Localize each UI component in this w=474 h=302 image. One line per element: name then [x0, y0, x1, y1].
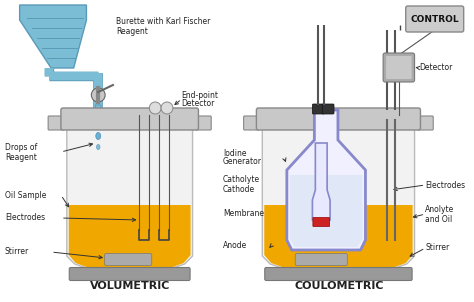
- FancyBboxPatch shape: [313, 217, 329, 226]
- Polygon shape: [287, 110, 365, 250]
- Polygon shape: [95, 105, 101, 128]
- FancyBboxPatch shape: [406, 6, 464, 32]
- Text: Iodine: Iodine: [223, 149, 246, 158]
- FancyBboxPatch shape: [48, 116, 64, 130]
- FancyBboxPatch shape: [265, 268, 412, 281]
- Polygon shape: [67, 115, 192, 268]
- FancyBboxPatch shape: [312, 104, 324, 114]
- Circle shape: [149, 102, 161, 114]
- FancyBboxPatch shape: [244, 116, 259, 130]
- FancyBboxPatch shape: [61, 108, 199, 130]
- Text: Detector: Detector: [182, 98, 215, 108]
- Text: Drops of: Drops of: [5, 143, 37, 153]
- Text: End-point: End-point: [182, 91, 219, 99]
- Polygon shape: [262, 115, 415, 268]
- Text: Stirrer: Stirrer: [425, 243, 450, 252]
- FancyBboxPatch shape: [256, 108, 420, 130]
- FancyBboxPatch shape: [295, 253, 347, 265]
- Text: VOLUMETRIC: VOLUMETRIC: [90, 281, 170, 291]
- Text: Anode: Anode: [223, 240, 247, 249]
- Polygon shape: [264, 205, 412, 267]
- FancyBboxPatch shape: [322, 104, 334, 114]
- Polygon shape: [19, 5, 86, 68]
- FancyBboxPatch shape: [69, 268, 190, 281]
- FancyBboxPatch shape: [383, 53, 415, 82]
- Text: and Oil: and Oil: [425, 214, 453, 223]
- FancyBboxPatch shape: [386, 56, 411, 79]
- Text: Detector: Detector: [419, 63, 453, 72]
- FancyBboxPatch shape: [418, 116, 433, 130]
- Text: CONTROL: CONTROL: [410, 14, 459, 24]
- Text: Electrodes: Electrodes: [5, 214, 45, 223]
- Text: Membrane: Membrane: [223, 208, 264, 217]
- Polygon shape: [312, 143, 330, 220]
- Text: Electrodes: Electrodes: [425, 181, 465, 189]
- Ellipse shape: [97, 144, 100, 149]
- Text: Burette with Karl Fischer: Burette with Karl Fischer: [116, 18, 210, 27]
- Text: Anolyte: Anolyte: [425, 205, 455, 214]
- Circle shape: [161, 102, 173, 114]
- Polygon shape: [69, 205, 191, 267]
- Ellipse shape: [96, 133, 100, 140]
- Text: Generator: Generator: [223, 158, 262, 166]
- Text: Catholyte: Catholyte: [223, 175, 260, 185]
- FancyBboxPatch shape: [105, 253, 152, 265]
- FancyBboxPatch shape: [195, 116, 211, 130]
- Text: Cathode: Cathode: [223, 185, 255, 194]
- Text: Oil Sample: Oil Sample: [5, 191, 46, 200]
- Text: Reagent: Reagent: [5, 153, 37, 162]
- Text: Reagent: Reagent: [116, 27, 148, 36]
- Text: Stirrer: Stirrer: [5, 248, 29, 256]
- Polygon shape: [290, 175, 363, 247]
- Text: COULOMETRIC: COULOMETRIC: [294, 281, 383, 291]
- Circle shape: [91, 88, 105, 102]
